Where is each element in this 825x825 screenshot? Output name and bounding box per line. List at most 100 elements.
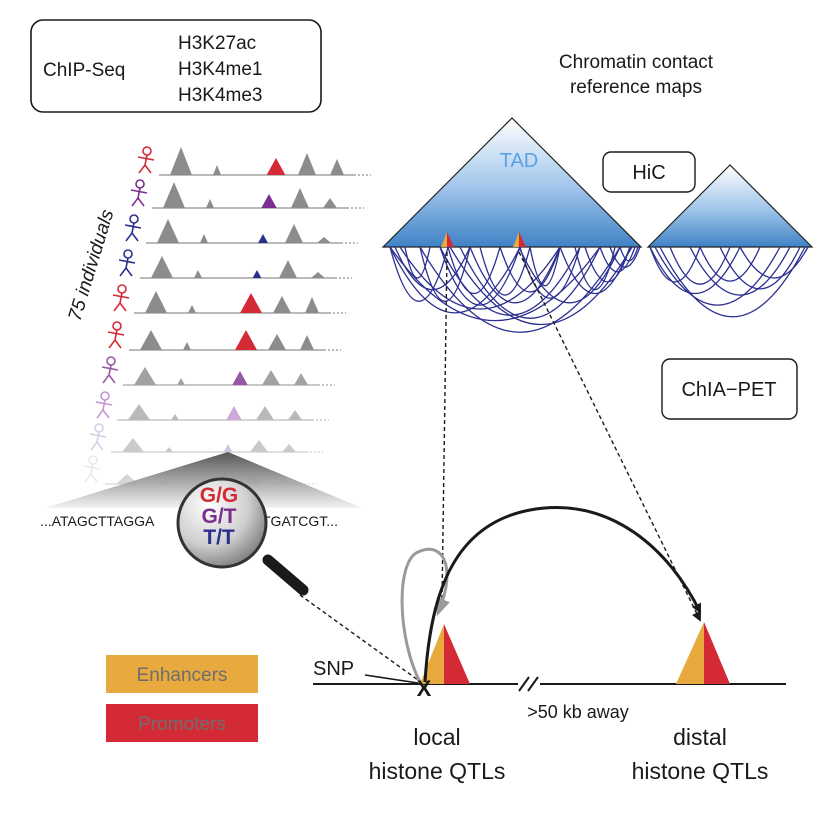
person-arms	[137, 156, 155, 161]
contact-maps-title-line2: reference maps	[570, 77, 702, 98]
chip-peak	[330, 159, 344, 175]
chip-peak	[288, 410, 302, 420]
person-head	[88, 455, 98, 465]
person-head	[123, 249, 133, 259]
person-head	[129, 214, 139, 224]
snp-label: SNP	[313, 658, 354, 680]
chipseq-box: ChIP-Seq H3K27ac H3K4me1 H3K4me3	[30, 19, 322, 113]
chipseq-mark-h3k27ac: H3K27ac	[178, 33, 256, 54]
distal-caption-line1: distal	[673, 724, 727, 750]
chiapet-loop	[394, 246, 471, 291]
person-icon	[95, 391, 113, 419]
person-body	[119, 292, 123, 304]
chip-peak	[151, 256, 173, 278]
chip-peak	[140, 330, 162, 350]
chip-peak	[170, 147, 192, 175]
chipseq-mark-h3k4me1: H3K4me1	[178, 59, 263, 80]
chiapet-loop	[609, 246, 641, 268]
local-enhancer-peak	[420, 624, 444, 684]
individual-track	[95, 391, 329, 421]
break-mark-icon	[518, 674, 540, 694]
magnifier-icon	[176, 477, 309, 596]
tad-enhancer-marker	[513, 232, 519, 247]
genotype-tt: T/T	[203, 526, 235, 549]
person-body	[108, 364, 112, 376]
person-body	[137, 187, 141, 199]
chiapet-loop	[469, 246, 561, 304]
chip-peak	[268, 334, 286, 350]
chip-peak	[177, 378, 185, 385]
individual-track	[107, 321, 341, 351]
chiapet-loop	[619, 246, 639, 262]
legend-swatch-enhancers	[106, 655, 258, 693]
chip-peak	[285, 224, 303, 243]
person-arms	[124, 224, 142, 229]
chiapet-loop	[599, 246, 636, 273]
tad-label: TAD	[500, 150, 539, 172]
person-leg	[90, 473, 98, 483]
chiapet-loop	[499, 246, 561, 293]
hic-label: HiC	[632, 162, 665, 184]
person-arms	[89, 433, 107, 438]
person-icon	[118, 249, 136, 277]
chip-qtl-peak	[266, 158, 286, 175]
chip-qtl-peak	[232, 371, 248, 385]
person-head	[112, 321, 122, 331]
chiapet-loop	[447, 246, 501, 294]
person-icon	[101, 356, 119, 384]
person-leg	[137, 197, 145, 207]
person-leg	[90, 441, 98, 451]
distal-promoter-peak	[704, 622, 730, 684]
contact-maps-title-line1: Chromatin contact	[559, 52, 714, 73]
person-leg	[114, 339, 122, 349]
person-arms	[130, 189, 148, 194]
individual-track	[124, 214, 358, 244]
chip-qtl-peak	[240, 293, 262, 313]
chiapet-loop	[739, 246, 809, 279]
chip-peak	[194, 270, 202, 278]
chiapet-loop	[404, 246, 431, 279]
person-icon	[137, 146, 155, 174]
local-promoter-peak	[444, 624, 470, 684]
person-leg	[125, 267, 133, 277]
chip-peak	[311, 272, 325, 278]
person-leg	[96, 409, 104, 419]
person-icon	[124, 214, 142, 242]
chipseq-label: ChIP-Seq	[43, 60, 125, 81]
chip-peak	[134, 367, 156, 385]
individual-track	[118, 249, 352, 279]
chipseq-mark-h3k4me3: H3K4me3	[178, 85, 263, 106]
chip-peak	[145, 291, 167, 313]
chiapet-loop	[399, 246, 561, 310]
person-body	[144, 154, 148, 166]
tad-element-markers	[441, 232, 526, 247]
individual-tracks	[83, 146, 371, 485]
person-leg	[131, 232, 139, 242]
person-arms	[101, 366, 119, 371]
hic-box	[602, 151, 696, 193]
distance-label: >50 kb away	[527, 702, 629, 722]
snp-marker: X	[417, 676, 432, 701]
chiapet-box	[661, 358, 798, 420]
chip-qtl-peak	[252, 270, 262, 278]
tad-promoter-marker	[519, 232, 526, 247]
individual-track	[112, 284, 346, 314]
chip-peak	[206, 199, 214, 208]
individual-track	[137, 146, 371, 176]
person-leg	[102, 409, 110, 419]
person-icon	[112, 284, 130, 312]
tad-to-local-line	[441, 251, 448, 601]
distal-loop-arrow	[423, 506, 702, 683]
person-leg	[138, 164, 146, 174]
chip-peak	[200, 234, 208, 243]
chip-peak	[122, 438, 144, 452]
individual-track	[89, 423, 323, 453]
chip-qtl-peak	[223, 444, 233, 452]
magnifier-to-snp-line	[299, 594, 419, 681]
chiapet-loop	[654, 246, 781, 306]
chip-qtl-peak	[258, 234, 268, 243]
tad-triangle-large	[381, 117, 643, 248]
chip-peak	[213, 165, 221, 175]
